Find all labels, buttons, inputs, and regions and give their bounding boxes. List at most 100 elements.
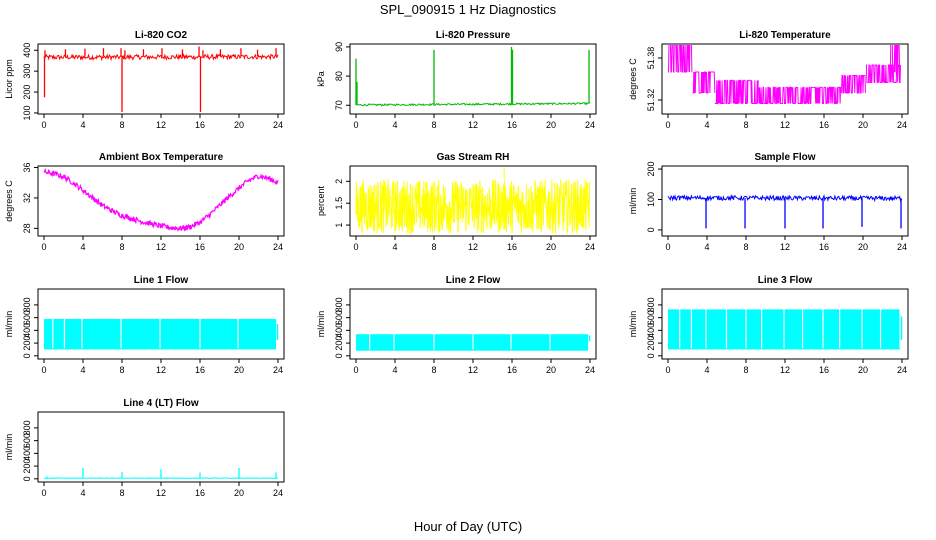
x-tick-label: 12 [156, 365, 166, 375]
step-segment [668, 45, 693, 73]
panel-title: Li-820 Temperature [739, 30, 831, 41]
y-tick-label: 70 [334, 100, 344, 110]
plot-area [355, 168, 591, 234]
y-tick-label: 0 [646, 227, 656, 232]
y-tick-label: 0 [22, 476, 32, 481]
series-line [355, 101, 591, 107]
x-tick-label: 8 [119, 120, 124, 130]
y-tick-label: 300 [22, 64, 32, 79]
step-segment [758, 86, 842, 104]
x-axis: 0 4 8 12 16 20 24 [353, 359, 595, 375]
x-tick-label: 24 [273, 120, 283, 130]
x-tick-label: 12 [156, 120, 166, 130]
panel-title: Sample Flow [754, 152, 815, 163]
panel-title: Ambient Box Temperature [99, 152, 224, 163]
x-tick-label: 24 [273, 365, 283, 375]
y-tick-label: 600 [22, 433, 32, 448]
panel-4: Ambient Box Temperature degrees C 0 4 8 12 16 2… [4, 152, 285, 252]
x-tick-label: 4 [392, 365, 397, 375]
x-tick-label: 12 [156, 242, 166, 252]
x-tick-label: 4 [392, 120, 397, 130]
x-tick-label: 4 [704, 242, 709, 252]
y-tick-label: 800 [22, 420, 32, 435]
plot-area [668, 308, 903, 350]
x-axis: 0 4 8 12 16 20 24 [353, 236, 595, 252]
panel-title: Line 2 Flow [446, 275, 501, 286]
y-axis-label: degrees C [4, 180, 14, 222]
x-tick-label: 0 [665, 242, 670, 252]
y-axis-label: percent [316, 185, 326, 216]
y-tick-label: 800 [22, 297, 32, 312]
y-tick-label: 2 [334, 179, 344, 184]
x-tick-label: 24 [273, 488, 283, 498]
y-tick-label: 200 [646, 336, 656, 351]
x-tick-label: 24 [897, 365, 907, 375]
y-tick-label: 400 [22, 446, 32, 461]
y-axis-label: ml/min [628, 311, 638, 338]
y-tick-label: 400 [22, 43, 32, 58]
panel-8: Line 2 Flow ml/min 0 4 8 12 16 20 24 0 20040060080… [316, 275, 597, 375]
x-tick-label: 4 [392, 242, 397, 252]
step-segment [714, 79, 759, 104]
x-tick-label: 0 [41, 365, 46, 375]
y-axis: 100 200 300 400 [22, 43, 38, 120]
x-tick-label: 20 [234, 120, 244, 130]
x-tick-label: 20 [234, 242, 244, 252]
step-segment [692, 71, 716, 94]
panel-title: Gas Stream RH [437, 152, 510, 163]
plot-frame [37, 43, 285, 115]
x-axis: 0 4 8 12 16 20 24 [665, 236, 907, 252]
panel-3: Li-820 Temperature degrees C 0 4 8 12 16 20 24 51… [628, 30, 909, 130]
plot-area [44, 318, 279, 350]
y-axis-label: Licor ppm [4, 59, 14, 99]
x-tick-label: 16 [507, 120, 517, 130]
x-tick-label: 8 [743, 120, 748, 130]
x-tick-label: 16 [819, 120, 829, 130]
x-tick-label: 12 [468, 120, 478, 130]
y-axis: 11.52 [334, 179, 350, 228]
x-tick-label: 0 [41, 242, 46, 252]
step-segment [841, 75, 866, 94]
y-tick-label: 90 [334, 42, 344, 52]
x-axis: 0 4 8 12 16 20 24 [665, 114, 907, 130]
x-tick-label: 20 [858, 120, 868, 130]
step-segment [865, 64, 901, 83]
x-tick-label: 4 [704, 365, 709, 375]
x-tick-label: 12 [468, 242, 478, 252]
series-line [43, 167, 279, 233]
x-tick-label: 8 [743, 365, 748, 375]
plot-area [43, 46, 279, 112]
x-tick-label: 16 [819, 365, 829, 375]
x-tick-label: 16 [819, 242, 829, 252]
x-axis: 0 4 8 12 16 20 24 [41, 236, 283, 252]
x-tick-label: 8 [743, 242, 748, 252]
plot-area [355, 46, 591, 107]
x-tick-label: 0 [41, 120, 46, 130]
y-tick-label: 36 [22, 163, 32, 173]
panel-10: Line 4 (LT) Flow ml/min 0 4 8 12 16 20 24 0 200400… [4, 398, 285, 498]
x-tick-label: 20 [858, 365, 868, 375]
panel-1: Li-820 CO2 Licor ppm 0 4 8 12 16 20 24 100 200 300 4… [4, 30, 285, 130]
x-tick-label: 8 [119, 488, 124, 498]
x-tick-label: 0 [353, 242, 358, 252]
x-tick-label: 16 [195, 488, 205, 498]
y-tick-label: 600 [22, 310, 32, 325]
x-tick-label: 20 [546, 365, 556, 375]
x-tick-label: 24 [585, 242, 595, 252]
y-tick-label: 0 [22, 353, 32, 358]
plot-area [667, 193, 903, 229]
figure-title: SPL_090915 1 Hz Diagnostics [380, 2, 557, 17]
x-tick-label: 16 [195, 242, 205, 252]
y-tick-label: 0 [334, 353, 344, 358]
x-tick-label: 4 [80, 488, 85, 498]
x-tick-label: 24 [585, 120, 595, 130]
x-tick-label: 4 [80, 365, 85, 375]
panel-title: Line 4 (LT) Flow [123, 398, 199, 409]
panel-title: Line 1 Flow [134, 275, 189, 286]
y-tick-label: 400 [646, 323, 656, 338]
plot-area [44, 468, 279, 480]
y-tick-label: 51.32 [646, 89, 656, 112]
